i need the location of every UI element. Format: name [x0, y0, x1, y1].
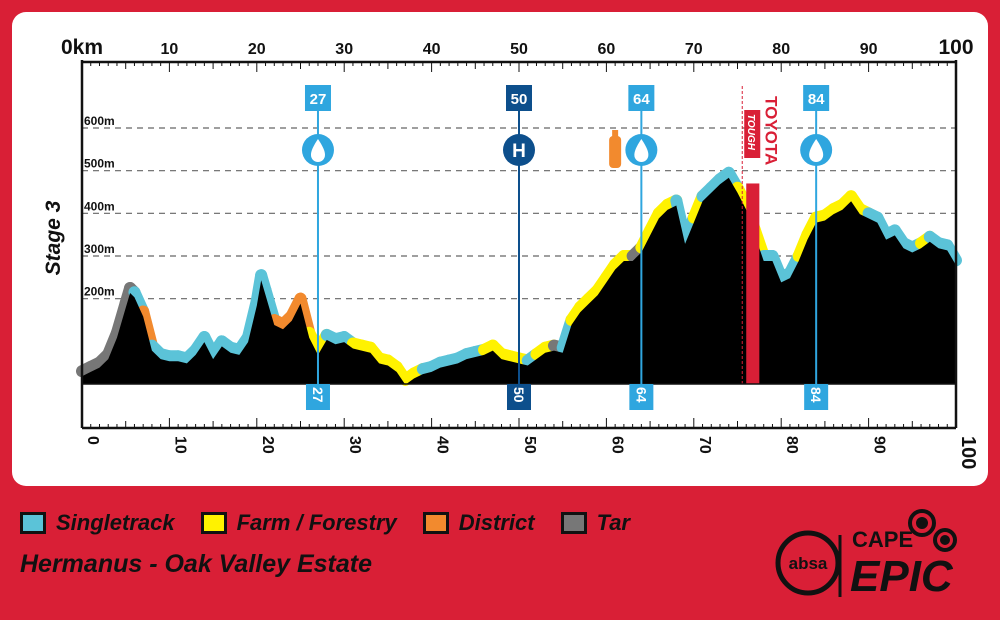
marker-km-top-box: [628, 85, 655, 111]
x-tick-label-bottom: 30: [346, 436, 363, 454]
x-tick-label-top: 70: [685, 41, 703, 58]
axes: 0km 10 20 30 40 50 60 70 80 90 100 0 10 20 30 40 50 60 70 8…: [61, 36, 979, 469]
y-tick-label: 200m: [84, 285, 115, 299]
x-tick-label-top: 60: [598, 41, 616, 58]
x-tick-label-bottom: 60: [608, 436, 625, 454]
elevation-fill: [82, 177, 956, 385]
x-tick-label-bottom: 90: [871, 436, 888, 454]
legend-label-district: District: [458, 510, 535, 535]
grid-lines: 200m 300m 400m 500m 600m: [82, 114, 956, 300]
epic-text: EPIC: [850, 552, 954, 601]
sponsor-tag: [744, 110, 761, 158]
marker-km-top: 27: [310, 91, 327, 108]
marker-km-top-box: [803, 85, 830, 111]
x-tick-label-bottom: 0: [84, 436, 101, 445]
cape-epic-logo: absa CAPE EPIC: [775, 509, 957, 601]
legend-item-singletrack: Singletrack: [20, 510, 175, 536]
surface-segment: [941, 239, 962, 267]
y-tick-label: 600m: [84, 114, 115, 128]
marker-km-bottom-box: [507, 384, 531, 410]
water-drop-icon: [310, 139, 325, 163]
stage-label: Stage 3: [42, 200, 65, 275]
marker-km-top: 64: [633, 91, 650, 108]
x-tick-label-bottom: 50: [521, 436, 538, 454]
x-tick-label-bottom: 40: [434, 436, 451, 454]
marker-km-top-box: [304, 85, 331, 111]
marker-km-bottom: 50: [511, 387, 527, 403]
marker-km-bottom-box: [629, 384, 654, 410]
marker-km-bottom-box: [804, 384, 829, 410]
marker-km-top-box: [506, 85, 532, 111]
cape-text: CAPE: [852, 527, 913, 552]
marker-km-top: 84: [808, 91, 825, 108]
legend-item-farm-forestry: Farm / Forestry: [200, 510, 397, 536]
waypoint-markers: 27 27 50 50 H 64 64 84 84: [301, 85, 833, 410]
x-tick-label-top: 40: [423, 41, 441, 58]
x-tick-label-top: 20: [248, 41, 266, 58]
climb-zone-bar: [746, 183, 760, 384]
marker-km-bottom-box: [305, 384, 330, 410]
legend-swatch-singletrack: [20, 512, 46, 534]
route-title: Hermanus - Oak Valley Estate: [20, 550, 373, 578]
water-drop-icon: [634, 139, 649, 163]
legend-swatch-farm-forestry: [200, 512, 227, 534]
x-tick-label-top: 0km: [61, 36, 103, 59]
legend-label-farm-forestry: Farm / Forestry: [236, 510, 397, 535]
y-tick-label: 400m: [84, 199, 115, 213]
absa-logo-ring: [775, 530, 841, 596]
hospital-icon-letter: H: [512, 141, 526, 162]
legend-label-singletrack: Singletrack: [56, 510, 175, 535]
marker-km-bottom: 84: [808, 387, 824, 403]
water-bottle-cap: [612, 130, 619, 137]
marker-km-bottom: 64: [633, 387, 649, 403]
water-bottle-icon: [609, 136, 622, 168]
elevation-profile-chart: 200m 300m 400m 500m 600m TOYOTA TOUGH 0km 10 20…: [42, 36, 979, 469]
legend-item-district: District: [422, 510, 535, 536]
gear-icon: [908, 509, 957, 552]
surface-legend: Singletrack Farm / Forestry District Tar: [20, 510, 656, 536]
x-tick-label-top: 90: [860, 41, 878, 58]
y-tick-label: 300m: [84, 242, 115, 256]
x-tick-label-top: 80: [772, 41, 790, 58]
water-drop-icon: [809, 139, 824, 163]
x-tick-label-bottom: 10: [171, 436, 188, 454]
legend-item-tar: Tar: [560, 510, 630, 536]
sponsor-subtext: TOUGH: [745, 114, 756, 151]
x-tick-label-bottom: 20: [259, 436, 276, 454]
x-tick-label-top: 50: [510, 41, 528, 58]
y-tick-label: 500m: [84, 157, 115, 171]
x-tick-label-top: 100: [938, 36, 973, 59]
profile-area: TOYOTA TOUGH: [76, 86, 962, 386]
x-tick-label-bottom: 80: [783, 436, 800, 454]
hospital-icon: [503, 134, 535, 166]
sponsor-text: TOYOTA: [761, 96, 780, 165]
absa-logo-text: absa: [789, 554, 828, 573]
legend-label-tar: Tar: [596, 510, 630, 535]
marker-km-top: 50: [511, 91, 528, 108]
legend-swatch-district: [422, 512, 449, 534]
x-tick-label-top: 10: [161, 41, 179, 58]
marker-km-bottom: 27: [310, 387, 326, 403]
surface-segment: [242, 294, 263, 344]
x-tick-label-top: 30: [335, 41, 353, 58]
x-tick-label-bottom: 70: [696, 436, 713, 454]
x-tick-label-bottom: 100: [957, 436, 979, 469]
legend-swatch-tar: [560, 512, 587, 534]
